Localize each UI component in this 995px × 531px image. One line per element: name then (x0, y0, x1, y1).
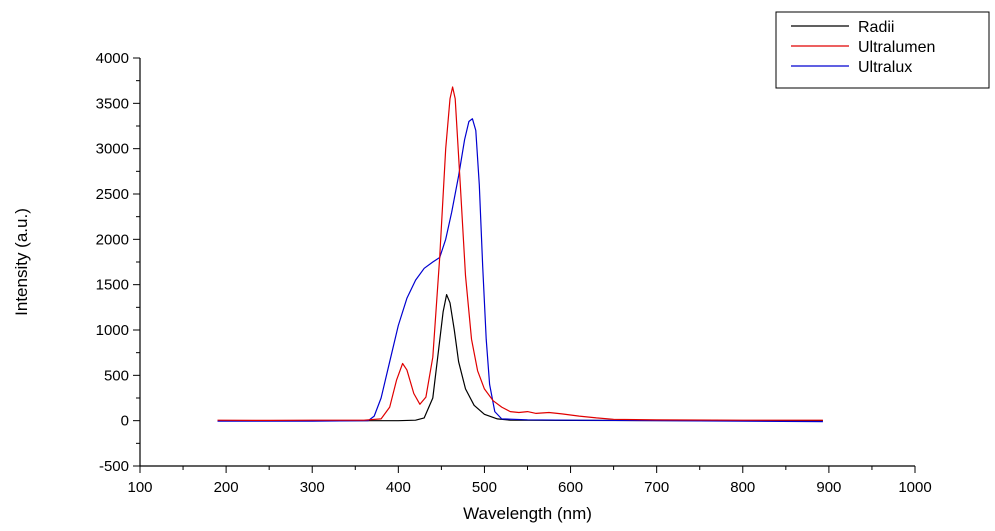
x-tick-label: 100 (127, 479, 152, 496)
y-tick-label: 1000 (96, 322, 129, 339)
y-tick-label: 2000 (96, 231, 129, 248)
chart-axes: 100 200 300 400 500 600 700 800 900 1000 -500 0 500 1… (96, 50, 932, 496)
x-tick-label: 300 (300, 479, 325, 496)
x-tick-label: 800 (730, 479, 755, 496)
y-tick-label: 500 (104, 367, 129, 384)
x-tick-label: 900 (816, 479, 841, 496)
x-tick-label: 1000 (898, 479, 931, 496)
series-line-ultralumen (217, 86, 823, 421)
y-tick-label: 0 (121, 413, 129, 430)
y-tick-label: 3000 (96, 141, 129, 158)
y-axis-title: Intensity (a.u.) (12, 208, 31, 316)
x-tick-label: 400 (386, 479, 411, 496)
legend: Radii Ultralumen Ultralux (775, 11, 990, 89)
y-tick-label: 1500 (96, 277, 129, 294)
x-tick-label: 700 (644, 479, 669, 496)
x-axis-title: Wavelength (nm) (463, 504, 592, 523)
x-tick-label: 200 (214, 479, 239, 496)
legend-box (775, 11, 990, 89)
y-tick-label: -500 (99, 458, 129, 475)
series-line-ultralux (217, 118, 823, 423)
legend-label-ultralumen: Ultralumen (858, 39, 935, 56)
y-tick-label: 2500 (96, 186, 129, 203)
x-tick-label: 600 (558, 479, 583, 496)
series-layer (217, 86, 823, 423)
series-line-radii (217, 294, 823, 422)
x-tick-label: 500 (472, 479, 497, 496)
legend-label-ultralux: Ultralux (858, 59, 912, 76)
y-tick-label: 4000 (96, 50, 129, 67)
y-tick-label: 3500 (96, 95, 129, 112)
legend-label-radii: Radii (858, 19, 894, 36)
